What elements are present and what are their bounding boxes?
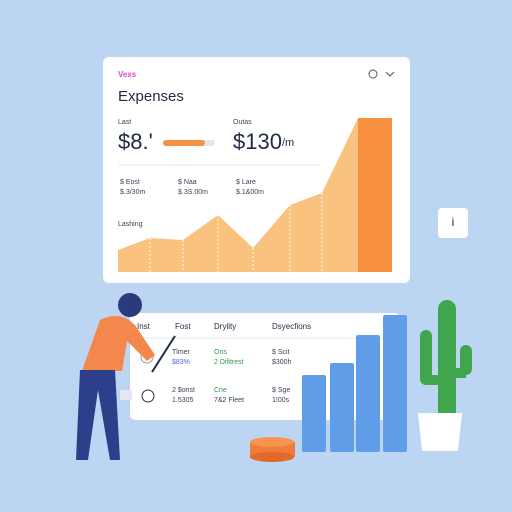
stat-value: $.3/30m (120, 189, 145, 196)
cell: Tlmer (172, 349, 191, 356)
cell: $83% (172, 359, 190, 366)
table-header: Dsyecfions (272, 322, 311, 331)
cell: 2 $onst (172, 387, 195, 394)
chart-label: Lashing (118, 221, 143, 228)
table-header: Drylity (214, 322, 236, 331)
kpi-label: Last (118, 119, 131, 126)
kpi-label: Outas (233, 119, 252, 126)
cell: Cne (214, 387, 227, 394)
highlight-bar (358, 118, 392, 272)
cell: $300h (272, 359, 292, 366)
pot (418, 413, 462, 451)
table-header: Inst (137, 322, 151, 331)
info-label[interactable]: i (452, 215, 455, 229)
table-header: Fost (175, 322, 191, 331)
kpi-value: $8.' (118, 129, 153, 154)
stat-label: $ Eost (120, 179, 140, 186)
cell: 7&2 Fleet (214, 397, 244, 404)
cell: $ Scit (272, 349, 290, 356)
cell: 1!00s (272, 397, 290, 404)
card-title: Expenses (118, 88, 184, 105)
bar-decoration (302, 315, 407, 452)
stat-value: $.3S.00m (178, 189, 208, 196)
settings-icon[interactable] (368, 69, 378, 79)
cell: 2 Difitrest (214, 359, 244, 366)
coins (250, 437, 295, 462)
plant (420, 300, 472, 420)
row-icon (141, 389, 155, 403)
stat-value: $.1&00m (236, 189, 264, 196)
cell: Ons (214, 349, 227, 356)
area-chart (118, 118, 358, 272)
chart-guides (149, 193, 323, 272)
person (76, 293, 176, 460)
stat-label: $ Naa (178, 179, 197, 186)
progress-bar (163, 140, 205, 146)
info-button[interactable] (438, 208, 468, 238)
cell: $ Sge (272, 387, 290, 394)
dropdown-icon[interactable] (385, 71, 395, 77)
logo: Vexs (118, 70, 137, 79)
cell: 1.5305 (172, 397, 194, 404)
row-icon (120, 390, 132, 400)
kpi-value: $130/m (233, 129, 294, 154)
stat-label: $ Lare (236, 179, 256, 186)
